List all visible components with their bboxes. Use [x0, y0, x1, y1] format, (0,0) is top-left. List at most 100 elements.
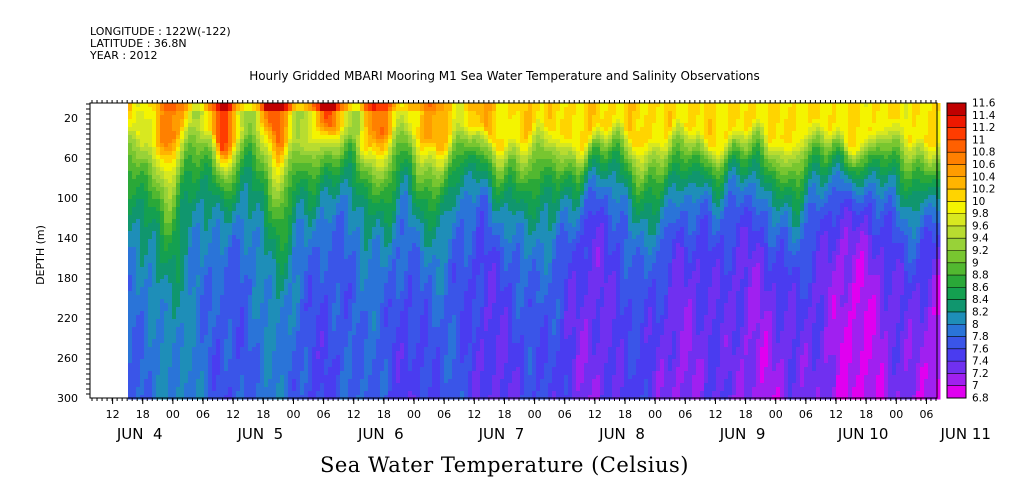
heatmap-cell: [184, 175, 189, 180]
heatmap-cell: [256, 347, 261, 352]
heatmap-cell: [384, 151, 389, 156]
heatmap-cell: [368, 147, 373, 152]
heatmap-cell: [252, 263, 257, 268]
heatmap-cell: [252, 383, 257, 388]
heatmap-cell: [324, 195, 329, 200]
heatmap-cell: [204, 199, 209, 204]
heatmap-cell: [376, 211, 381, 216]
heatmap-cell: [128, 259, 133, 264]
heatmap-cell: [360, 307, 365, 312]
heatmap-cell: [272, 283, 277, 288]
heatmap-cell: [388, 151, 393, 156]
heatmap-cell: [216, 359, 221, 364]
heatmap-cell: [240, 247, 245, 252]
heatmap-cell: [152, 391, 157, 396]
heatmap-cell: [184, 383, 189, 388]
heatmap-cell: [308, 135, 313, 140]
heatmap-cell: [316, 211, 321, 216]
heatmap-cell: [280, 383, 285, 388]
heatmap-cell: [288, 267, 293, 272]
heatmap-cell: [352, 299, 357, 304]
heatmap-cell: [200, 279, 205, 284]
heatmap-cell: [372, 327, 377, 332]
heatmap-cell: [152, 271, 157, 276]
heatmap-cell: [204, 195, 209, 200]
heatmap-cell: [348, 243, 353, 248]
heatmap-cell: [260, 383, 265, 388]
heatmap-cell: [364, 315, 369, 320]
heatmap-cell: [232, 275, 237, 280]
heatmap-cell: [256, 167, 261, 172]
heatmap-cell: [140, 143, 145, 148]
heatmap-cell: [356, 279, 361, 284]
heatmap-cell: [256, 175, 261, 180]
heatmap-cell: [288, 119, 293, 124]
heatmap-cell: [272, 131, 277, 136]
heatmap-cell: [148, 387, 153, 392]
heatmap-cell: [324, 379, 329, 384]
heatmap-cell: [144, 307, 149, 312]
heatmap-cell: [340, 103, 345, 108]
heatmap-cell: [344, 255, 349, 260]
heatmap-cell: [300, 107, 305, 112]
heatmap-cell: [188, 227, 193, 232]
heatmap-cell: [268, 187, 273, 192]
heatmap-cell: [356, 111, 361, 116]
heatmap-cell: [216, 271, 221, 276]
heatmap-cell: [128, 387, 133, 392]
heatmap-cell: [164, 323, 169, 328]
heatmap-cell: [220, 131, 225, 136]
heatmap-cell: [140, 223, 145, 228]
heatmap-cell: [260, 183, 265, 188]
heatmap-cell: [128, 367, 133, 372]
heatmap-cell: [232, 167, 237, 172]
heatmap-cell: [392, 247, 397, 252]
heatmap-cell: [184, 159, 189, 164]
heatmap-cell: [288, 287, 293, 292]
heatmap-cell: [388, 323, 393, 328]
heatmap-cell: [240, 315, 245, 320]
heatmap-cell: [288, 151, 293, 156]
heatmap-cell: [268, 271, 273, 276]
heatmap-cell: [204, 115, 209, 120]
heatmap-cell: [136, 359, 141, 364]
heatmap-cell: [336, 263, 341, 268]
heatmap-cell: [328, 191, 333, 196]
heatmap-cell: [308, 187, 313, 192]
heatmap-cell: [316, 315, 321, 320]
heatmap-cell: [152, 267, 157, 272]
heatmap-cell: [132, 175, 137, 180]
heatmap-cell: [348, 219, 353, 224]
heatmap-cell: [328, 267, 333, 272]
heatmap-cell: [356, 251, 361, 256]
heatmap-cell: [384, 383, 389, 388]
heatmap-cell: [172, 267, 177, 272]
heatmap-cell: [248, 291, 253, 296]
heatmap-cell: [376, 159, 381, 164]
heatmap-cell: [336, 379, 341, 384]
heatmap-cell: [332, 123, 337, 128]
heatmap-cell: [228, 119, 233, 124]
heatmap-cell: [244, 343, 249, 348]
heatmap-cell: [392, 235, 397, 240]
heatmap-cell: [232, 319, 237, 324]
heatmap-cell: [228, 283, 233, 288]
heatmap-cell: [240, 395, 245, 400]
heatmap-cell: [392, 259, 397, 264]
heatmap-cell: [216, 355, 221, 360]
heatmap-cell: [324, 271, 329, 276]
heatmap-cell: [152, 155, 157, 160]
heatmap-cell: [332, 299, 337, 304]
heatmap-cell: [204, 311, 209, 316]
heatmap-cell: [376, 223, 381, 228]
heatmap-cell: [284, 271, 289, 276]
heatmap-cell: [164, 239, 169, 244]
heatmap-cell: [204, 211, 209, 216]
heatmap-cell: [308, 327, 313, 332]
heatmap-cell: [252, 303, 257, 308]
heatmap-cell: [188, 159, 193, 164]
heatmap-cell: [128, 123, 133, 128]
heatmap-cell: [160, 343, 165, 348]
heatmap-cell: [256, 139, 261, 144]
heatmap-cell: [352, 203, 357, 208]
